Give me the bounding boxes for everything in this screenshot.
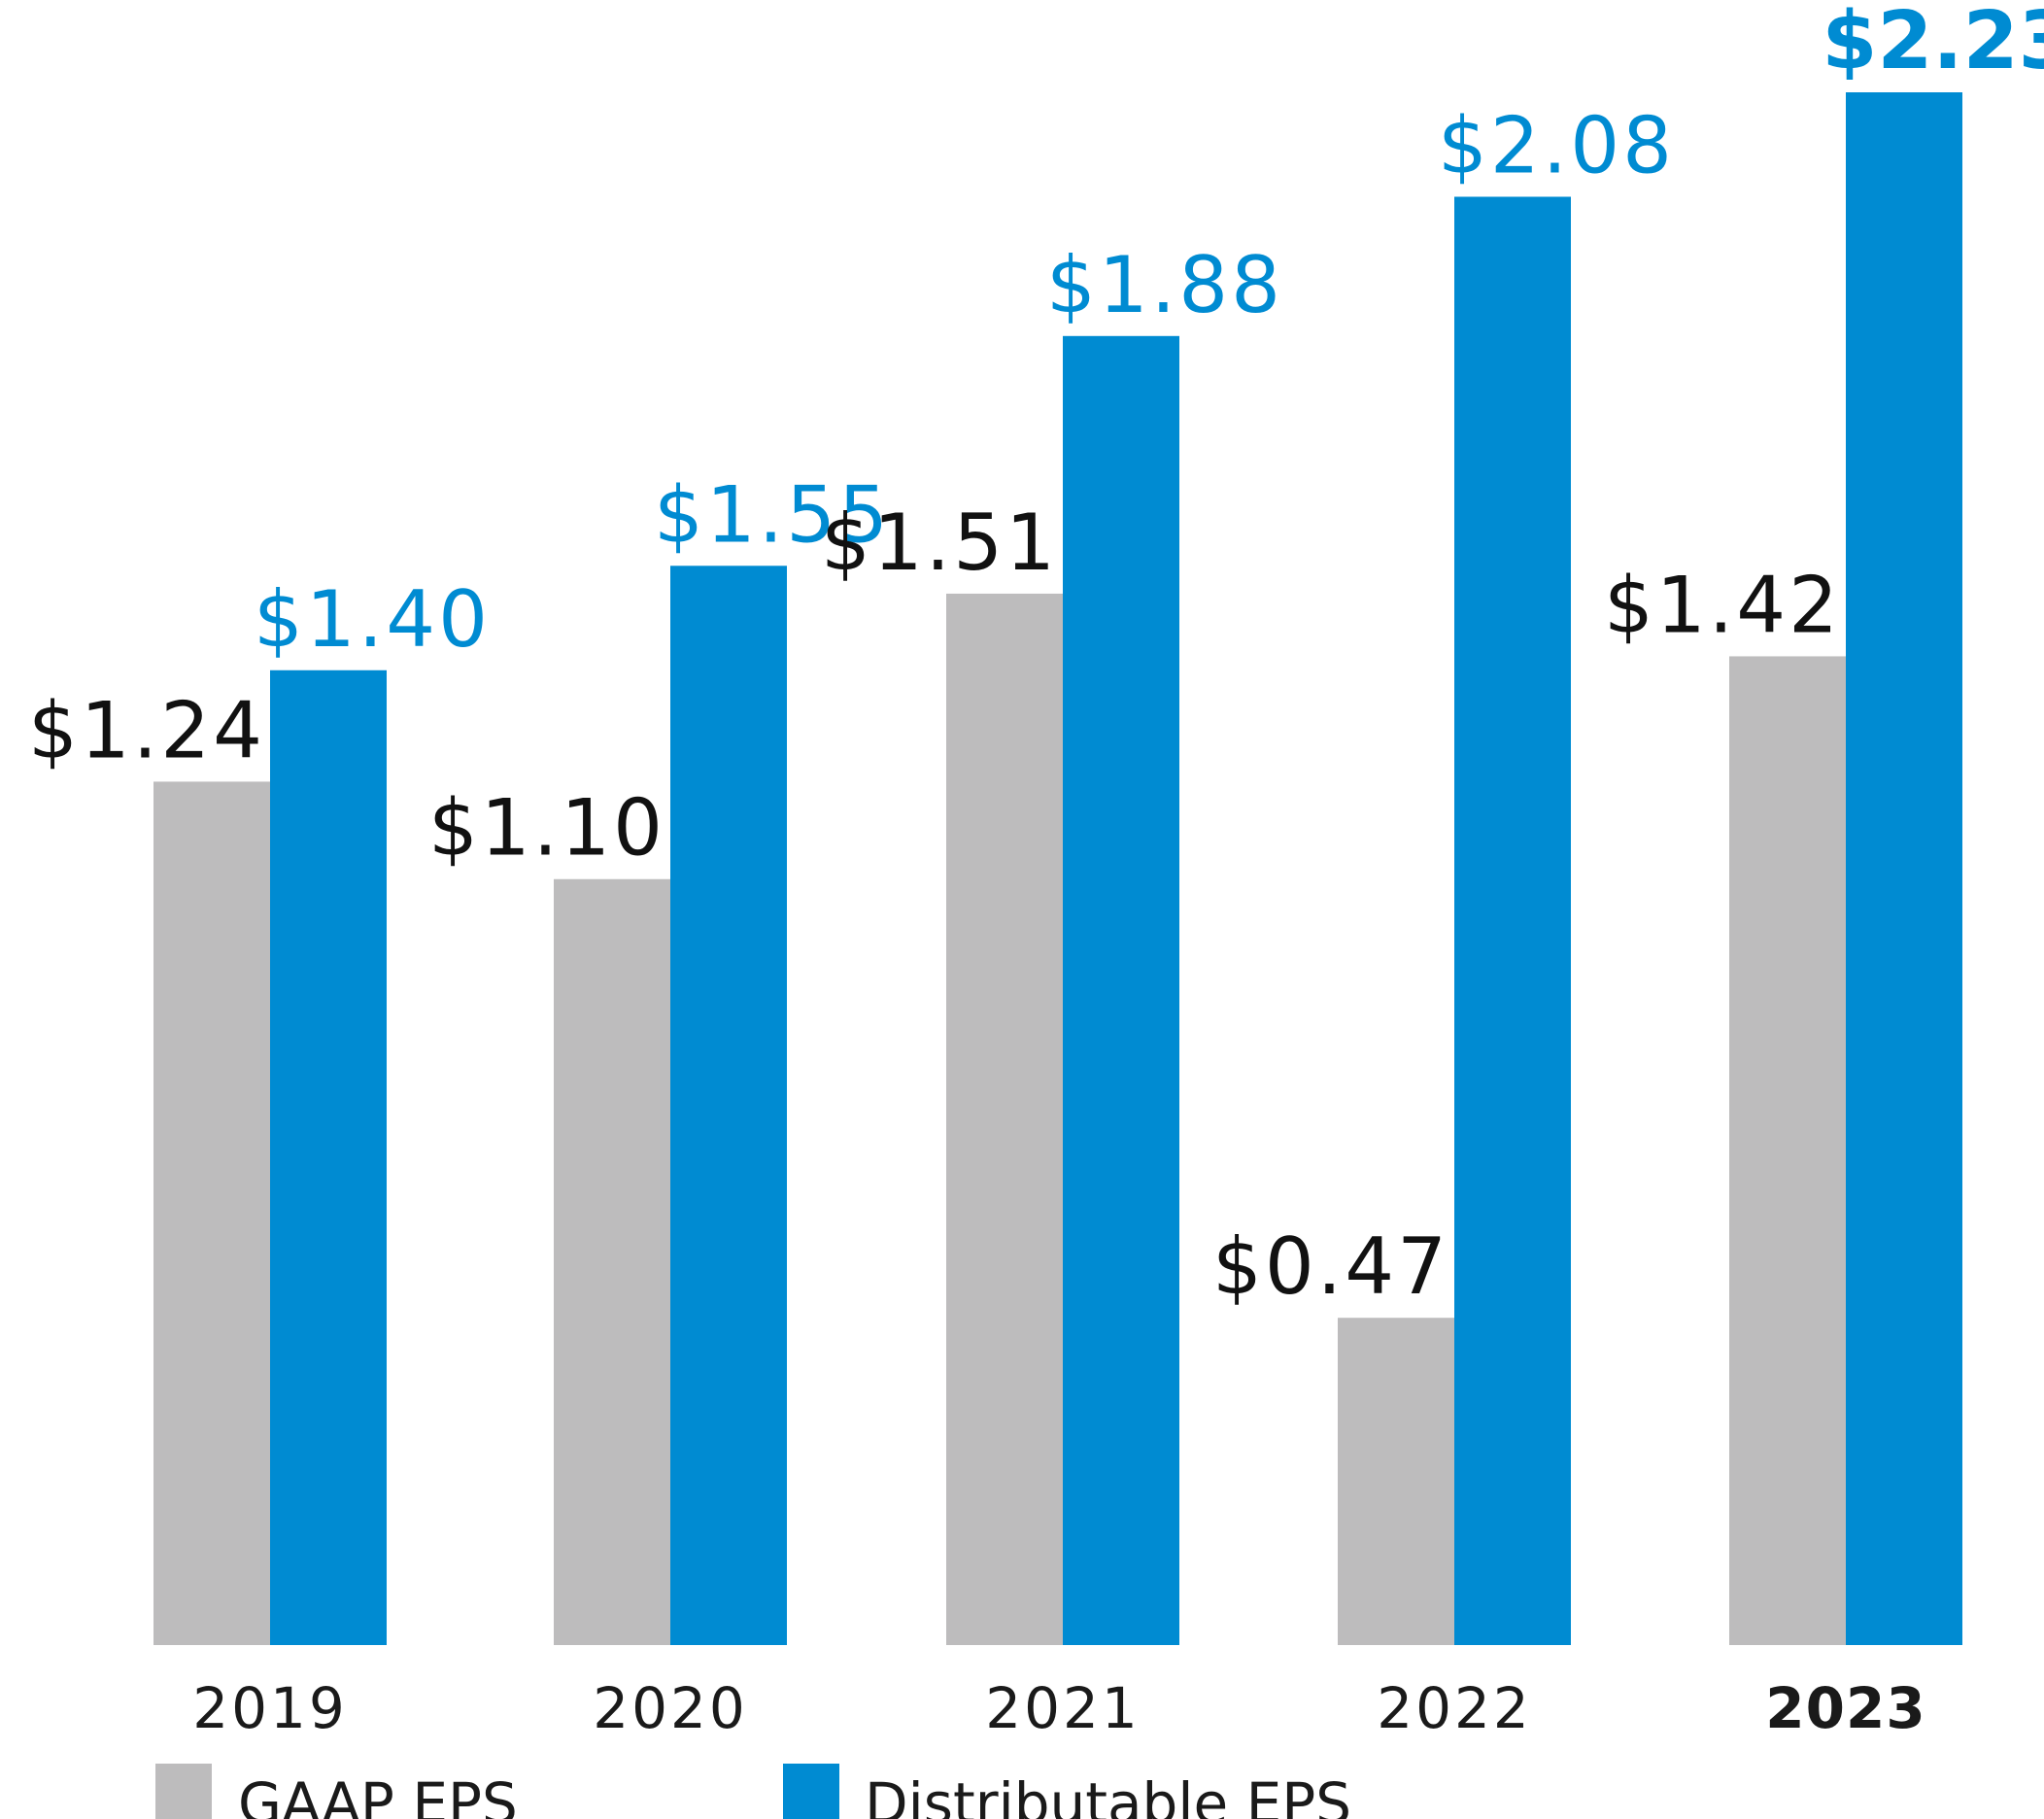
legend: GAAP EPS Distributable EPS bbox=[155, 1764, 1351, 1819]
value-label-distributable-eps-2020: $1.55 bbox=[654, 469, 891, 560]
value-label-gaap-eps-2020: $1.10 bbox=[428, 783, 665, 874]
x-tick-label-2020: 2020 bbox=[593, 1675, 748, 1741]
x-tick-label-2019: 2019 bbox=[192, 1675, 348, 1741]
legend-label-gaap-eps: GAAP EPS bbox=[238, 1770, 518, 1819]
bar-distributable-eps-2023 bbox=[1846, 92, 1962, 1645]
value-label-distributable-eps-2021: $1.88 bbox=[1046, 240, 1283, 330]
x-axis-ticks: 2019 2020 2021 2022 2023 bbox=[192, 1675, 1925, 1741]
x-tick-label-2022: 2022 bbox=[1377, 1675, 1532, 1741]
legend-label-distributable-eps: Distributable EPS bbox=[865, 1770, 1351, 1819]
value-label-distributable-eps-2023: $2.23 bbox=[1822, 0, 2044, 87]
bar-distributable-eps-2021 bbox=[1063, 335, 1179, 1646]
value-label-gaap-eps-2021: $1.51 bbox=[821, 498, 1058, 588]
bar-gaap-eps-2022 bbox=[1338, 1318, 1454, 1645]
bar-gaap-eps-2023 bbox=[1729, 656, 1846, 1645]
bar-distributable-eps-2022 bbox=[1454, 196, 1571, 1646]
value-label-gaap-eps-2022: $0.47 bbox=[1212, 1221, 1449, 1312]
legend-swatch-distributable-eps bbox=[783, 1764, 839, 1819]
x-tick-label-2021: 2021 bbox=[985, 1675, 1141, 1741]
bar-gaap-eps-2019 bbox=[153, 781, 270, 1645]
value-label-distributable-eps-2019: $1.40 bbox=[254, 574, 491, 665]
value-label-gaap-eps-2019: $1.24 bbox=[28, 685, 265, 775]
value-label-group: $1.24 $1.40 $1.10 $1.55$1.51 $1.88 $0.47 $2.08… bbox=[28, 0, 2044, 1312]
bar-distributable-eps-2019 bbox=[270, 669, 387, 1645]
legend-swatch-gaap-eps bbox=[155, 1764, 212, 1819]
x-tick-label-2023: 2023 bbox=[1765, 1675, 1925, 1741]
bar-group bbox=[153, 92, 1962, 1646]
value-label-gaap-eps-2023: $1.42 bbox=[1604, 560, 1841, 650]
bar-distributable-eps-2020 bbox=[670, 566, 787, 1646]
value-label-distributable-eps-2022: $2.08 bbox=[1438, 100, 1675, 190]
bar-gaap-eps-2021 bbox=[946, 593, 1063, 1645]
bar-gaap-eps-2020 bbox=[554, 878, 670, 1645]
